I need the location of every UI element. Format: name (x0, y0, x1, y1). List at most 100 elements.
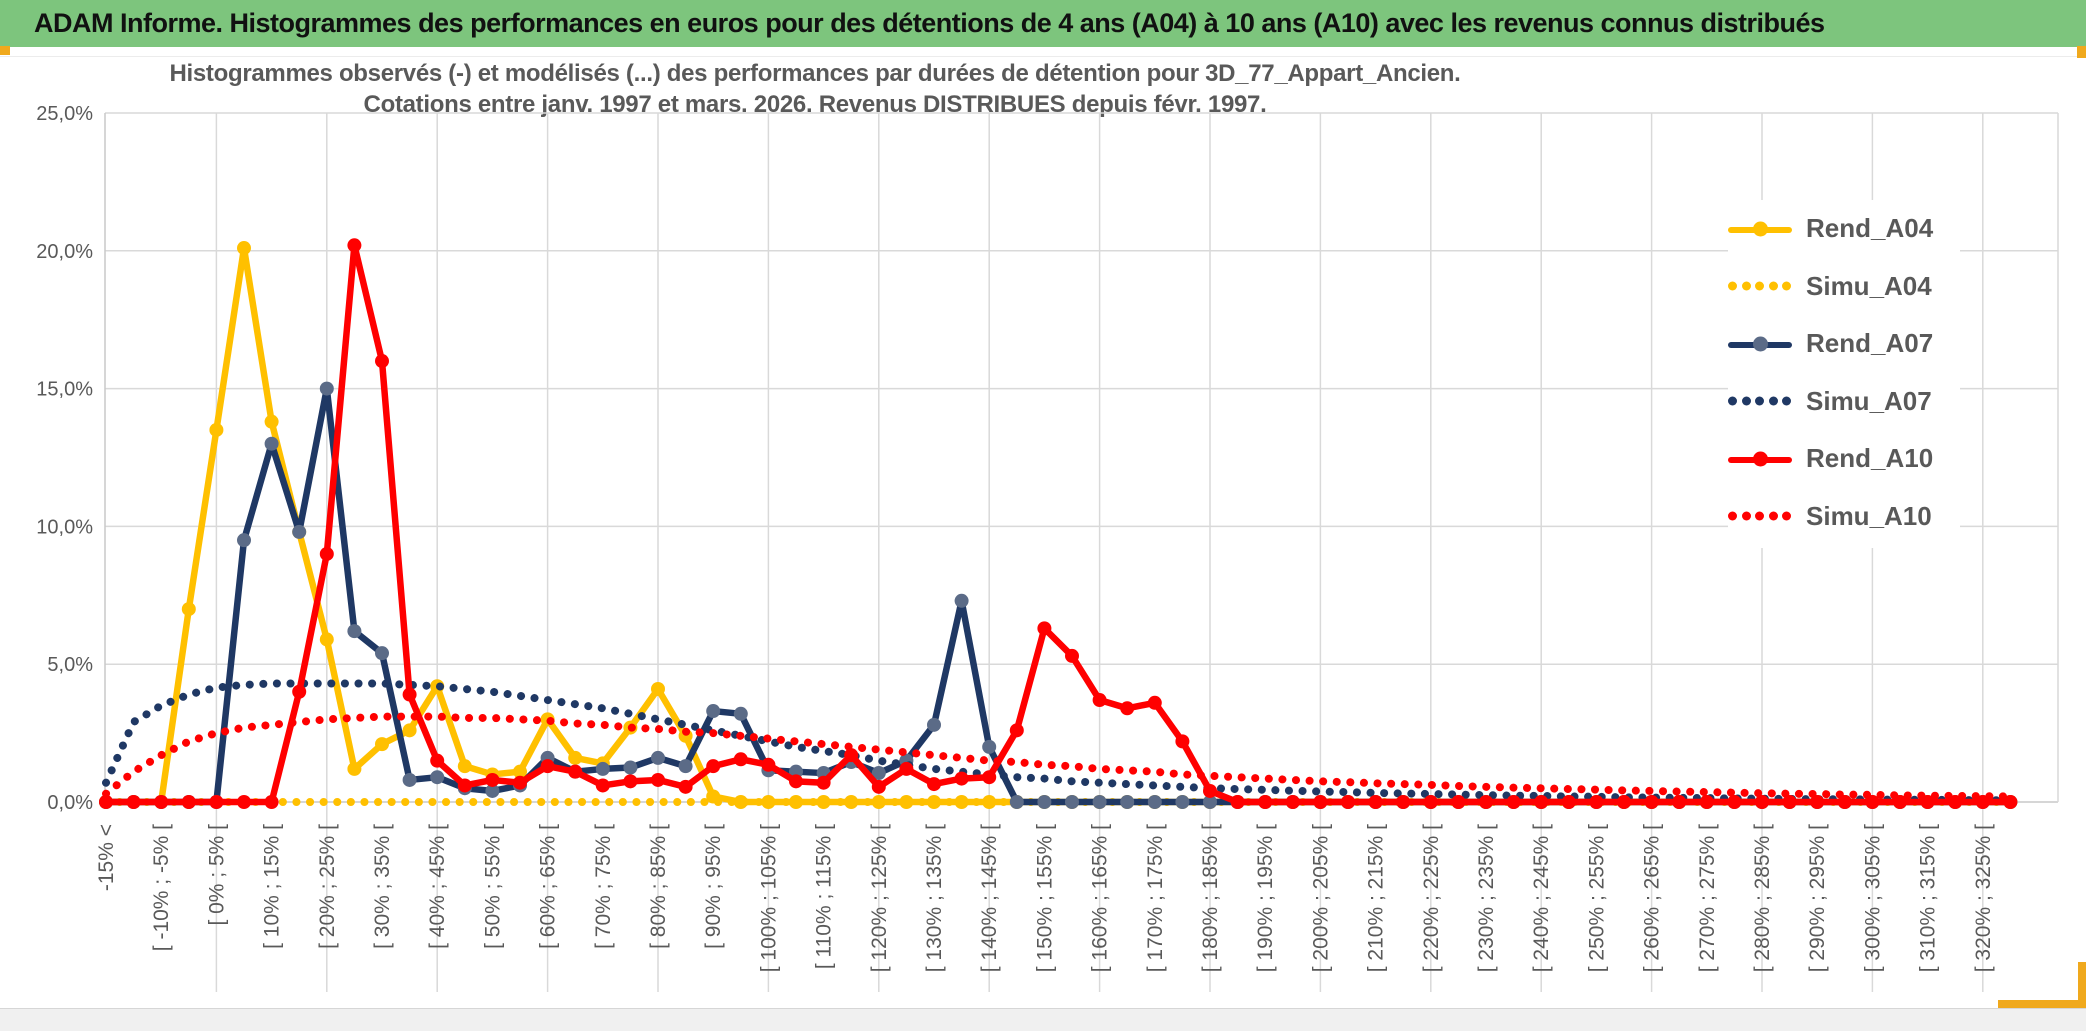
data-point-marker (623, 774, 638, 789)
legend-swatch-dotted-line-icon (1728, 392, 1800, 410)
data-point-marker (1147, 695, 1162, 710)
data-point-marker (264, 795, 279, 809)
data-point-marker (1506, 795, 1521, 809)
data-point-marker (1009, 795, 1024, 809)
data-point-marker (733, 752, 748, 767)
sheet-header-banner[interactable]: ADAM Informe. Histogrammes des performan… (0, 0, 2086, 47)
data-point-marker (1782, 795, 1797, 809)
data-point-marker (457, 778, 472, 793)
x-axis-tick-label: [ 130% ; 135% [ (923, 824, 946, 972)
legend-item-rend-a04[interactable]: Rend_A04 (1728, 200, 1960, 258)
legend-item-simu-a04[interactable]: Simu_A04 (1728, 258, 1960, 316)
bottom-strip (0, 1008, 2086, 1031)
series-dotted-line (102, 712, 2015, 801)
data-point-marker (264, 436, 279, 451)
data-point-marker (402, 772, 417, 787)
x-axis-tick-label: [ 310% ; 315% [ (1917, 824, 1940, 972)
data-point-marker (568, 750, 583, 765)
x-axis-tick-label: [ 240% ; 245% [ (1530, 824, 1553, 972)
data-point-marker (844, 748, 859, 763)
gold-border-right (2078, 962, 2086, 1008)
data-point-marker (899, 761, 914, 776)
data-point-marker (375, 354, 389, 369)
x-axis-tick-label: [ 70% ; 75% [ (592, 824, 615, 949)
y-axis-tick-label: 10,0% (36, 516, 93, 538)
data-point-marker (1672, 795, 1687, 809)
gold-border-bottom-right (1998, 1000, 2086, 1008)
data-point-marker (126, 795, 141, 809)
legend-item-rend-a10[interactable]: Rend_A10 (1728, 430, 1960, 488)
x-axis-tick-label: [ 40% ; 45% [ (426, 824, 449, 949)
x-axis-tick-label: [ 220% ; 225% [ (1420, 824, 1443, 972)
x-axis-tick-label: [ 250% ; 255% [ (1585, 824, 1608, 972)
x-axis-tick-label: [ 50% ; 55% [ (481, 824, 504, 949)
data-point-marker (347, 761, 362, 776)
data-point-marker (816, 775, 831, 790)
data-point-marker (1175, 734, 1190, 749)
data-point-marker (485, 772, 500, 787)
data-point-marker (375, 737, 389, 752)
data-point-marker (319, 381, 334, 396)
data-point-marker (1837, 795, 1852, 809)
x-axis-tick-label: [ 270% ; 275% [ (1696, 824, 1719, 972)
x-axis-tick-label: [ 190% ; 195% [ (1254, 824, 1277, 972)
data-point-marker (1120, 701, 1135, 716)
data-point-marker (375, 646, 389, 661)
data-point-marker (1423, 795, 1438, 809)
data-point-marker (264, 414, 279, 429)
x-axis-tick-label: [ 0% ; 5% [ (205, 824, 228, 926)
data-point-marker (678, 759, 693, 774)
series-line (106, 244, 2011, 806)
series-simu_a10[interactable] (102, 712, 2015, 801)
series-rend_a10[interactable] (99, 238, 2018, 809)
legend-item-simu-a07[interactable]: Simu_A07 (1728, 373, 1960, 431)
data-point-marker (209, 422, 224, 437)
x-axis-tick-label: [ -10% ; -5% [ (150, 824, 173, 951)
x-axis-tick-label: [ 90% ; 95% [ (702, 824, 725, 949)
data-point-marker (651, 750, 665, 765)
data-point-marker (1037, 795, 1052, 809)
data-point-marker (1534, 795, 1549, 809)
x-axis-tick-label: [ 160% ; 165% [ (1089, 824, 1112, 972)
y-axis-tick-label: 20,0% (36, 241, 93, 263)
data-point-marker (1230, 795, 1245, 809)
data-point-marker (871, 766, 886, 781)
x-axis-tick-label: [ 110% ; 115% [ (813, 824, 836, 969)
data-point-marker (1617, 795, 1631, 809)
x-axis-tick-label: [ 280% ; 285% [ (1751, 824, 1774, 972)
legend-item-rend-a07[interactable]: Rend_A07 (1728, 315, 1960, 373)
series-simu_a07[interactable] (102, 679, 2015, 805)
data-point-marker (1396, 795, 1411, 809)
chart-legend: Rend_A04 Simu_A04 Rend_A07 Simu_A07 Rend… (1728, 200, 1960, 548)
data-point-marker (181, 795, 196, 809)
data-point-marker (292, 524, 307, 539)
chart-title-line1: Histogrammes observés (-) et modélisés (… (169, 60, 1461, 87)
data-point-marker (402, 723, 417, 738)
data-point-marker (1561, 795, 1576, 809)
data-point-marker (733, 706, 748, 721)
data-point-marker (1203, 783, 1217, 798)
data-point-marker (1065, 795, 1079, 809)
data-point-marker (623, 760, 638, 775)
x-axis-tick-label: [ 210% ; 215% [ (1365, 824, 1388, 972)
data-point-marker (1479, 795, 1493, 809)
data-point-marker (99, 795, 113, 809)
legend-swatch-solid-line-icon (1728, 335, 1800, 353)
data-point-marker (568, 764, 583, 779)
data-point-marker (154, 795, 169, 809)
data-point-marker (485, 783, 500, 798)
y-axis-tick-label: 25,0% (36, 103, 93, 125)
legend-item-simu-a10[interactable]: Simu_A10 (1728, 488, 1960, 546)
x-axis-tick-label: [ 10% ; 15% [ (261, 824, 284, 949)
data-point-marker (1092, 795, 1107, 809)
data-point-marker (237, 533, 251, 548)
x-axis-tick-label: [ 60% ; 65% [ (537, 824, 560, 949)
x-axis-tick-label: [ 20% ; 25% [ (316, 824, 339, 949)
data-point-marker (706, 759, 721, 774)
data-point-marker (1948, 795, 1963, 809)
x-axis-tick-label: -15% < (95, 824, 118, 891)
series-line (106, 242, 2011, 806)
data-point-marker (1285, 795, 1300, 809)
